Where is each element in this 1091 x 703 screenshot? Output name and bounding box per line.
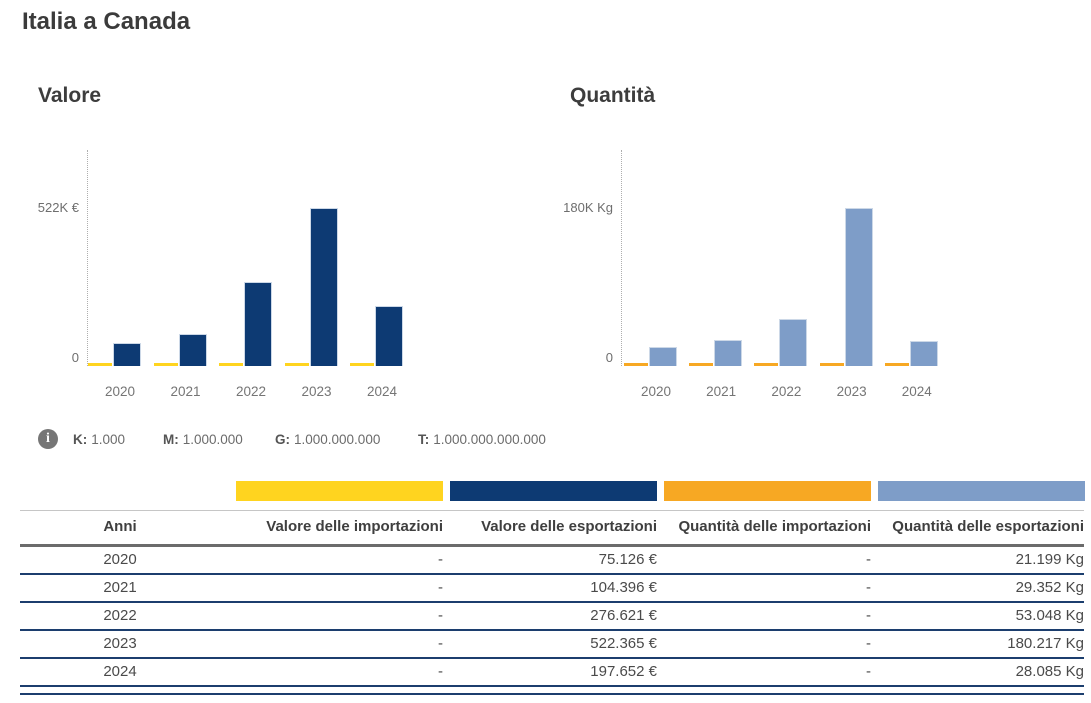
quantit--x-label-2023: 2023 bbox=[836, 384, 867, 399]
quantit--bar-2020-importazioni[interactable] bbox=[624, 363, 648, 366]
table-footer-cell bbox=[443, 686, 657, 695]
valore-x-label-2022: 2022 bbox=[235, 384, 267, 399]
cell-2021-valore-delle-importazioni: - bbox=[220, 574, 443, 603]
cell-2024-quantit-delle-esportazioni: 28.085 Kg bbox=[871, 658, 1084, 687]
valore-bar-2023-esportazioni[interactable] bbox=[309, 208, 338, 366]
column-header-anni: Anni bbox=[20, 510, 220, 547]
valore-bar-2024-importazioni[interactable] bbox=[350, 363, 374, 366]
column-header-valore-delle-importazioni: Valore delle importazioni bbox=[220, 510, 443, 547]
valore-bar-2023-importazioni[interactable] bbox=[284, 363, 309, 366]
info-icon[interactable]: i bbox=[38, 429, 58, 449]
cell-2022-anni: 2022 bbox=[20, 602, 220, 631]
cell-2023-valore-delle-esportazioni: 522.365 € bbox=[443, 630, 657, 659]
table-bottom-border bbox=[20, 686, 1084, 695]
table-footer-cell bbox=[871, 686, 1084, 695]
quantit--bar-2024-esportazioni[interactable] bbox=[909, 341, 938, 366]
trade-data-table: Anni Valore delle importazioni Valore dell… bbox=[20, 510, 1084, 695]
cell-2023-quantit-delle-esportazioni: 180.217 Kg bbox=[871, 630, 1084, 659]
quantit--x-label-2024: 2024 bbox=[901, 384, 932, 399]
cell-2022-valore-delle-importazioni: - bbox=[220, 602, 443, 631]
valore-x-label-2021: 2021 bbox=[170, 384, 201, 399]
table-header: Anni Valore delle importazioni Valore dell… bbox=[20, 510, 1084, 547]
cell-2020-quantit-delle-importazioni: - bbox=[657, 545, 871, 575]
table-row-2024: 2024-197.652 € -28.085 Kg bbox=[20, 658, 1084, 687]
legend-swatch-export-value bbox=[450, 481, 657, 501]
valore-bar-2020-esportazioni[interactable] bbox=[113, 343, 141, 366]
cell-2023-anni: 2023 bbox=[20, 630, 220, 659]
cell-2024-valore-delle-esportazioni: 197.652 € bbox=[443, 658, 657, 687]
page-title: Italia a Canada bbox=[22, 8, 191, 35]
unit-legend-item-k: K: 1.000 bbox=[73, 432, 126, 447]
table-footer-cell bbox=[20, 686, 220, 695]
legend-swatch-export-quantity bbox=[878, 481, 1085, 501]
cell-2021-valore-delle-esportazioni: 104.396 € bbox=[443, 574, 657, 603]
cell-2024-quantit-delle-importazioni: - bbox=[657, 658, 871, 687]
chart-title-quantita: Quantità bbox=[570, 84, 656, 107]
column-header-quantit-delle-esportazioni: Quantità delle esportazioni bbox=[871, 510, 1084, 547]
cell-2023-quantit-delle-importazioni: - bbox=[657, 630, 871, 659]
quantit--bar-2021-importazioni[interactable] bbox=[689, 363, 714, 366]
valore-y-axis-zero-label: 0 bbox=[71, 350, 79, 365]
quantit--y-axis bbox=[621, 150, 622, 366]
table-row-2021: 2021-104.396 € -29.352 Kg bbox=[20, 574, 1084, 603]
valore-bar-2022-importazioni[interactable] bbox=[219, 363, 243, 366]
quantit--bar-2023-esportazioni[interactable] bbox=[844, 208, 873, 366]
quantit--bar-2022-importazioni[interactable] bbox=[754, 363, 779, 366]
legend-swatch-import-value bbox=[236, 481, 443, 501]
table-footer-cell bbox=[220, 686, 443, 695]
cell-2023-valore-delle-importazioni: - bbox=[220, 630, 443, 659]
valore-bar-2020-importazioni[interactable] bbox=[88, 363, 112, 366]
valore-bar-2021-esportazioni[interactable] bbox=[178, 334, 207, 366]
valore-x-label-2020: 2020 bbox=[104, 384, 136, 399]
quantit--bar-2023-importazioni[interactable] bbox=[819, 363, 844, 366]
valore-bar-2021-importazioni[interactable] bbox=[153, 363, 178, 366]
quantit--y-axis-top-tick-label: 180K Kg bbox=[563, 200, 613, 216]
cell-2024-anni: 2024 bbox=[20, 658, 220, 687]
quantit--x-label-2020: 2020 bbox=[640, 384, 672, 399]
legend-swatch-import-quantity bbox=[664, 481, 871, 501]
unit-legend-item-m: M: 1.000.000 bbox=[163, 432, 243, 447]
quantit--bar-2024-importazioni[interactable] bbox=[884, 363, 909, 366]
unit-legend-item-t: T: 1.000.000.000.000 bbox=[418, 432, 546, 447]
cell-2021-anni: 2021 bbox=[20, 574, 220, 603]
quantit--x-label-2022: 2022 bbox=[771, 384, 802, 399]
valore-x-label-2023: 2023 bbox=[301, 384, 332, 399]
cell-2020-quantit-delle-esportazioni: 21.199 Kg bbox=[871, 545, 1084, 575]
table-row-2022: 2022-276.621 € -53.048 Kg bbox=[20, 602, 1084, 631]
valore-bar-2022-esportazioni[interactable] bbox=[244, 282, 272, 366]
cell-2024-valore-delle-importazioni: - bbox=[220, 658, 443, 687]
valore-bar-2024-esportazioni[interactable] bbox=[375, 306, 403, 366]
valore-y-axis-top-tick-label: 522K € bbox=[37, 200, 79, 216]
cell-2022-quantit-delle-importazioni: - bbox=[657, 602, 871, 631]
quantit--bar-2021-esportazioni[interactable] bbox=[714, 340, 743, 366]
unit-legend-item-g: G: 1.000.000.000 bbox=[275, 432, 381, 447]
cell-2022-valore-delle-esportazioni: 276.621 € bbox=[443, 602, 657, 631]
cell-2021-quantit-delle-importazioni: - bbox=[657, 574, 871, 603]
cell-2020-valore-delle-importazioni: - bbox=[220, 545, 443, 575]
quantit--x-label-2021: 2021 bbox=[706, 384, 737, 399]
column-header-quantit-delle-importazioni: Quantità delle importazioni bbox=[657, 510, 871, 547]
chart-title-valore: Valore bbox=[38, 84, 102, 107]
cell-2021-quantit-delle-esportazioni: 29.352 Kg bbox=[871, 574, 1084, 603]
column-header-valore-delle-esportazioni: Valore delle esportazioni bbox=[443, 510, 657, 547]
cell-2020-anni: 2020 bbox=[20, 545, 220, 575]
quantit--bar-2020-esportazioni[interactable] bbox=[649, 347, 677, 366]
quantit--y-axis-zero-label: 0 bbox=[605, 350, 613, 365]
table-row-2020: 2020-75.126 € -21.199 Kg bbox=[20, 545, 1084, 575]
valore-x-label-2024: 2024 bbox=[366, 384, 398, 399]
table-row-2023: 2023-522.365 € -180.217 Kg bbox=[20, 630, 1084, 659]
valore-y-axis bbox=[87, 150, 88, 366]
cell-2020-valore-delle-esportazioni: 75.126 € bbox=[443, 545, 657, 575]
cell-2022-quantit-delle-esportazioni: 53.048 Kg bbox=[871, 602, 1084, 631]
quantit--bar-2022-esportazioni[interactable] bbox=[779, 319, 808, 366]
table-footer-cell bbox=[657, 686, 871, 695]
